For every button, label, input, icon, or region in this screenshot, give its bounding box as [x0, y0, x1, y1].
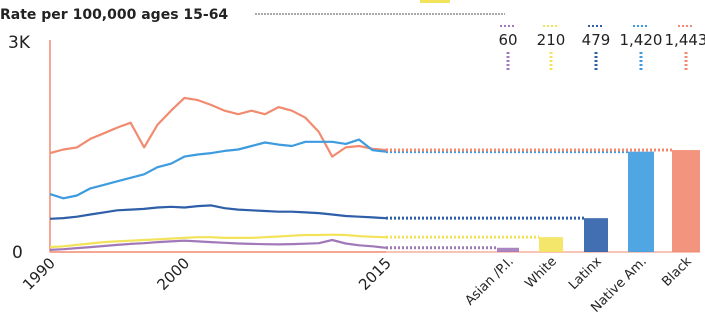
series-line-asian-p-i- — [49, 238, 387, 251]
y-tick-0: 0 — [12, 243, 23, 263]
top-yellow-mark — [420, 0, 450, 3]
value-label-white: 210 — [537, 31, 566, 49]
value-legend: 60 210 479 1,420 1,443 — [498, 25, 705, 72]
category-label-black: Black — [659, 254, 695, 290]
x-tick-1990: 1990 — [19, 254, 59, 294]
bar-white — [539, 237, 563, 252]
value-label-latinx: 479 — [582, 31, 611, 49]
bar-latinx — [584, 218, 608, 252]
category-label-latinx: Latinx — [566, 254, 605, 293]
series-line-latinx — [49, 204, 387, 220]
value-label-asian-p-i-: 60 — [498, 31, 517, 49]
value-label-black: 1,443 — [665, 31, 705, 49]
series-line-white — [49, 233, 387, 249]
x-axis-ticks: 1990 2000 2015 — [19, 254, 395, 294]
category-label-white: White — [522, 254, 559, 291]
series-line-black — [49, 96, 387, 158]
dotted-connectors — [386, 148, 672, 250]
series-line-native-am- — [49, 138, 387, 200]
bar-native-am- — [628, 151, 654, 252]
value-label-native-am-: 1,420 — [620, 31, 663, 49]
x-tick-2015: 2015 — [355, 254, 395, 294]
y-tick-3k: 3K — [8, 33, 31, 53]
series-lines — [49, 96, 387, 251]
bar-black — [672, 150, 700, 252]
bar-asian-p-i- — [497, 247, 519, 252]
category-label-asian-p-i-: Asian /P.I. — [462, 254, 516, 308]
chart-title: Rate per 100,000 ages 15-64 — [0, 7, 228, 23]
x-tick-2000: 2000 — [153, 254, 193, 294]
bars — [497, 150, 700, 252]
